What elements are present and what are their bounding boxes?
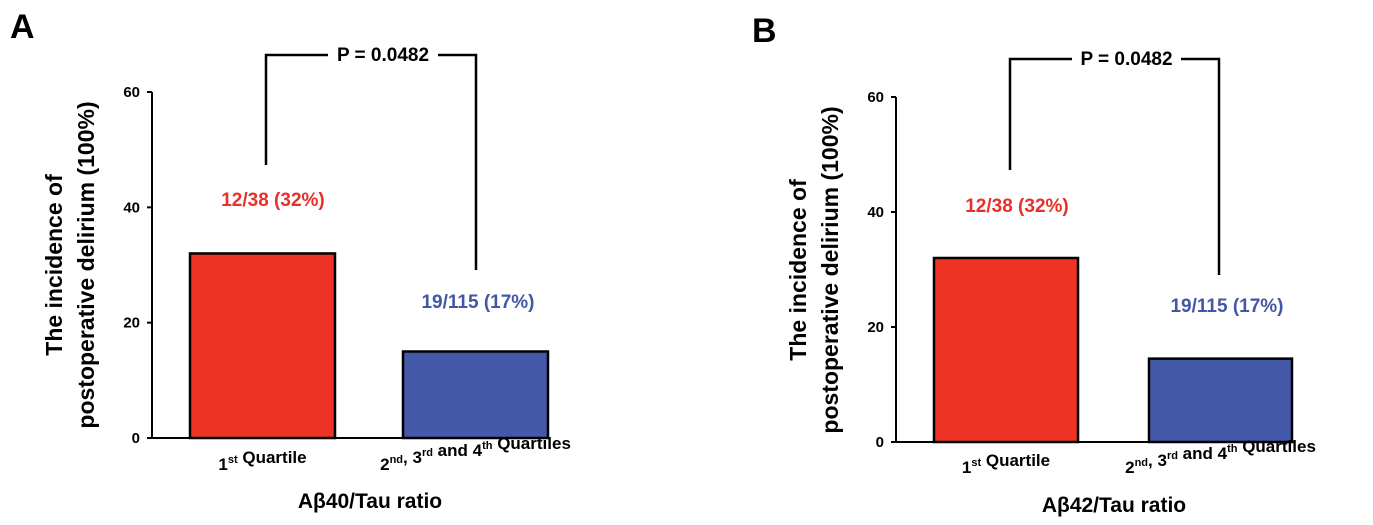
- data-label-1: 12/38 (32%): [965, 196, 1069, 217]
- y-axis-label-line2: postoperative delirium (100%): [73, 101, 99, 428]
- significance-bracket-right: [1181, 57, 1221, 275]
- y-tick-label: 40: [867, 204, 884, 221]
- category-label-1: 1st Quartile: [962, 451, 1050, 477]
- x-axis-label: Aβ42/Tau ratio: [1042, 494, 1186, 517]
- significance-bracket-left: [264, 53, 328, 165]
- p-value-label: P = 0.0482: [1080, 49, 1172, 70]
- bar-1: [932, 256, 1080, 444]
- y-tick-label: 60: [123, 84, 140, 101]
- x-axis-label: Aβ40/Tau ratio: [298, 490, 442, 513]
- data-label-2: 19/115 (17%): [421, 292, 534, 313]
- y-tick-label: 20: [123, 315, 140, 332]
- y-tick-label: 60: [867, 89, 884, 106]
- category-label-1: 1st Quartile: [218, 448, 306, 474]
- y-axis-label-line1: The incidence of: [41, 174, 67, 356]
- panel-letter: A: [10, 8, 35, 46]
- y-tick-label: 0: [132, 430, 140, 447]
- chart-panel-a: A 0 20 40 60 The incidence of postoperative de…: [10, 8, 571, 513]
- category-label-2: 2nd, 3rd and 4th Quartiles: [1125, 437, 1316, 477]
- y-axis-label-line2: postoperative delirium (100%): [817, 106, 843, 433]
- y-axis-label-line1: The incidence of: [785, 179, 811, 361]
- y-tick-label: 0: [876, 434, 884, 451]
- y-tick-label: 40: [123, 199, 140, 216]
- bar-1: [188, 252, 337, 440]
- y-tick-label: 20: [867, 319, 884, 336]
- bar-2: [401, 350, 550, 440]
- p-value-label: P = 0.0482: [337, 45, 429, 66]
- bar-2: [1147, 357, 1294, 444]
- chart-panel-b: B 0 20 40 60 The incidence of postoperative de…: [752, 12, 1316, 517]
- panel-letter: B: [752, 12, 777, 50]
- significance-bracket-left: [1008, 57, 1072, 170]
- significance-bracket-right: [438, 53, 478, 270]
- data-label-1: 12/38 (32%): [221, 190, 325, 211]
- category-label-2: 2nd, 3rd and 4th Quartiles: [380, 434, 571, 474]
- data-label-2: 19/115 (17%): [1170, 296, 1283, 317]
